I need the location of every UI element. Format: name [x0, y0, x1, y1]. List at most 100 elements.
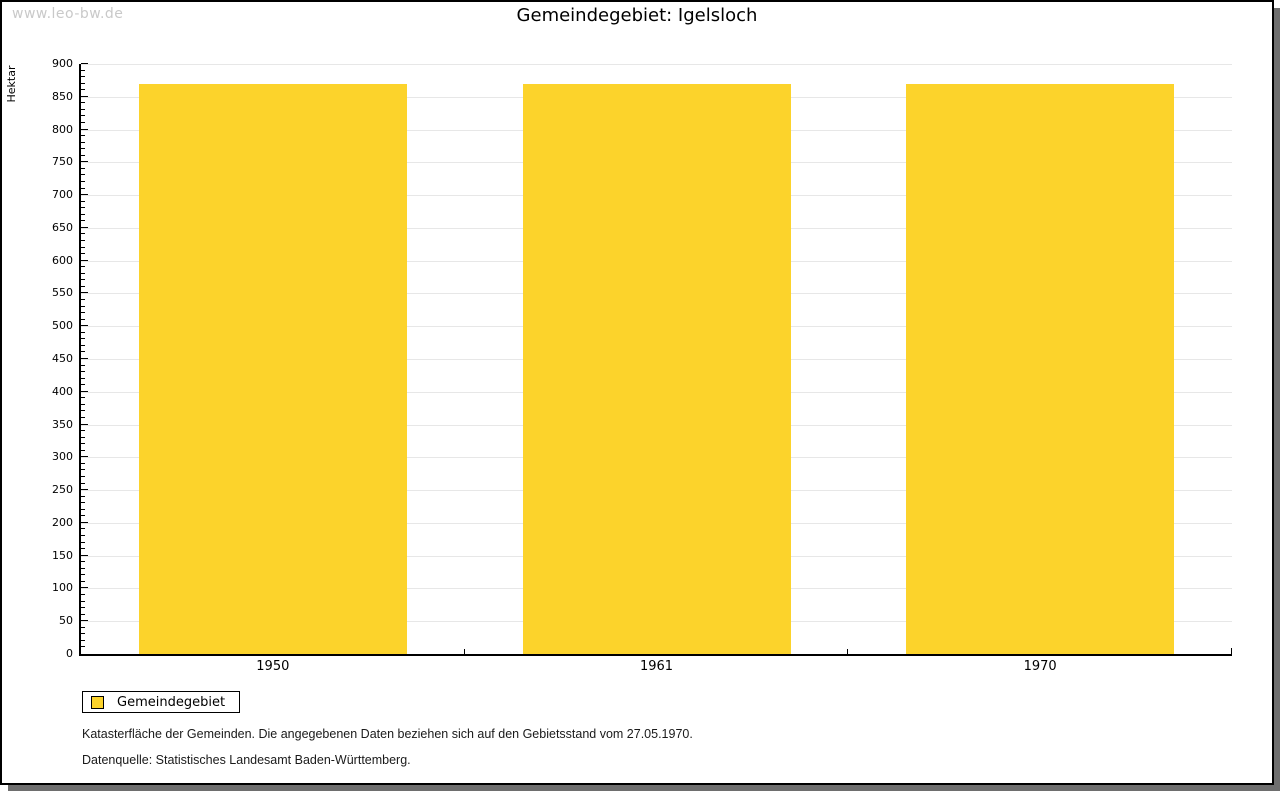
y-tick-label-500: 500	[52, 319, 73, 333]
y-tick-label-700: 700	[52, 188, 73, 202]
y-minor-tick-290	[81, 462, 85, 464]
y-minor-tick-210	[81, 515, 85, 517]
y-major-tick-100	[81, 587, 88, 589]
y-minor-tick-660	[81, 220, 85, 222]
x-axis-labels: 1950 1961 1970	[81, 659, 1232, 675]
y-major-tick-700	[81, 194, 88, 196]
y-minor-tick-760	[81, 154, 85, 156]
y-minor-tick-160	[81, 548, 85, 550]
y-minor-tick-90	[81, 594, 85, 595]
y-minor-tick-180	[81, 535, 85, 536]
y-minor-tick-670	[81, 213, 85, 215]
y-tick-label-450: 450	[52, 352, 73, 365]
y-minor-tick-330	[81, 436, 85, 438]
chart-title: Gemeindegebiet: Igelsloch	[516, 5, 758, 26]
y-tick-label-350: 350	[52, 417, 73, 431]
y-major-tick-200	[81, 521, 88, 523]
y-major-tick-150	[81, 554, 88, 556]
y-minor-tick-240	[81, 495, 85, 497]
y-minor-tick-220	[81, 508, 85, 510]
y-minor-tick-690	[81, 200, 85, 202]
y-minor-tick-540	[81, 299, 85, 300]
footnote-data-source: Datenquelle: Statistisches Landesamt Bad…	[82, 753, 411, 767]
footnote-source-note: Katasterfläche der Gemeinden. Die angege…	[82, 727, 693, 741]
y-minor-tick-260	[81, 482, 85, 484]
x-tick-label-1950: 1950	[256, 659, 290, 674]
y-minor-tick-420	[81, 377, 85, 379]
legend: Gemeindegebiet	[82, 691, 241, 713]
y-tick-label-750: 750	[52, 155, 73, 169]
y-minor-tick-680	[81, 207, 85, 209]
y-minor-tick-610	[81, 253, 85, 255]
y-major-tick-550	[81, 292, 88, 294]
y-minor-tick-860	[81, 89, 85, 91]
y-minor-tick-580	[81, 272, 85, 274]
y-minor-tick-280	[81, 469, 85, 471]
x-boundary-tick-2	[847, 649, 848, 654]
y-tick-label-150: 150	[52, 548, 73, 562]
y-minor-tick-60	[81, 613, 85, 615]
x-axis-end-tick	[1231, 648, 1232, 654]
y-minor-tick-40	[81, 626, 85, 628]
y-minor-tick-840	[81, 102, 85, 104]
y-minor-tick-780	[81, 141, 85, 143]
y-minor-tick-310	[81, 449, 85, 451]
bar-1961	[522, 83, 791, 654]
y-minor-tick-410	[81, 384, 85, 386]
y-tick-label-600: 600	[52, 253, 73, 267]
x-boundary-tick-1	[464, 649, 465, 654]
y-minor-tick-520	[81, 312, 85, 314]
y-minor-tick-890	[81, 69, 85, 71]
y-major-tick-250	[81, 489, 88, 491]
y-minor-tick-130	[81, 567, 85, 569]
y-minor-tick-730	[81, 174, 85, 176]
y-minor-tick-820	[81, 115, 85, 117]
x-axis-line	[79, 654, 1232, 656]
y-minor-tick-140	[81, 561, 85, 563]
y-tick-label-50: 50	[59, 614, 73, 628]
y-minor-tick-20	[81, 639, 85, 641]
y-minor-tick-870	[81, 82, 85, 84]
y-minor-tick-480	[81, 338, 85, 340]
y-tick-label-0: 0	[66, 647, 73, 660]
panel-shadow-bottom	[8, 785, 1274, 791]
y-minor-tick-340	[81, 430, 85, 432]
plot-area	[81, 63, 1232, 654]
y-major-tick-350	[81, 423, 88, 425]
y-major-tick-800	[81, 128, 88, 130]
y-minor-tick-510	[81, 318, 85, 320]
x-tick-label-1970: 1970	[1023, 659, 1057, 674]
y-major-tick-650	[81, 226, 88, 228]
y-major-tick-450	[81, 358, 88, 359]
y-minor-tick-360	[81, 417, 85, 418]
y-tick-label-200: 200	[52, 515, 73, 529]
y-minor-tick-10	[81, 646, 85, 648]
y-minor-tick-710	[81, 187, 85, 189]
y-tick-label-550: 550	[52, 286, 73, 300]
y-minor-tick-530	[81, 305, 85, 307]
y-major-tick-400	[81, 390, 88, 392]
y-minor-tick-570	[81, 279, 85, 281]
watermark: www.leo-bw.de	[12, 6, 124, 22]
y-minor-tick-30	[81, 633, 85, 635]
y-minor-tick-880	[81, 76, 85, 78]
panel-shadow-right	[1274, 8, 1280, 791]
y-minor-tick-430	[81, 371, 85, 373]
y-minor-tick-380	[81, 403, 85, 405]
y-minor-tick-630	[81, 240, 85, 241]
y-major-tick-600	[81, 259, 88, 261]
y-major-tick-900	[81, 63, 88, 64]
y-axis-labels: 0 50 100 150 200 250 300 350 400 450 500 550 600 650 7…	[2, 57, 73, 660]
gridline-900	[81, 64, 1232, 65]
y-tick-label-400: 400	[52, 384, 73, 398]
legend-swatch-icon	[91, 695, 104, 709]
y-tick-label-900: 900	[52, 57, 73, 70]
y-minor-tick-80	[81, 600, 85, 602]
y-major-tick-500	[81, 325, 88, 327]
y-minor-tick-470	[81, 344, 85, 346]
y-minor-tick-770	[81, 148, 85, 150]
bar-1970	[906, 83, 1175, 654]
y-tick-label-650: 650	[52, 220, 73, 234]
y-major-tick-750	[81, 161, 88, 163]
